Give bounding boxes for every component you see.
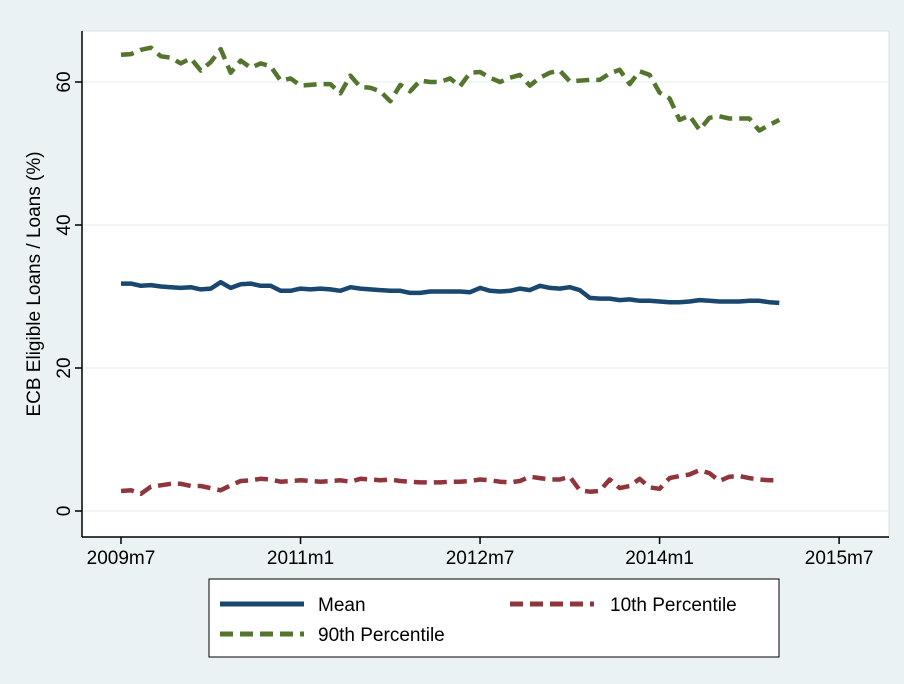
gridlines <box>82 81 889 512</box>
legend-label-10th-percentile: 10th Percentile <box>610 595 737 616</box>
legend-label-90th-percentile: 90th Percentile <box>318 625 445 646</box>
plot-area <box>81 30 890 538</box>
legend-box <box>208 578 780 658</box>
axes <box>75 31 889 544</box>
x-tick-label: 2012m7 <box>446 548 515 569</box>
series-line-mean <box>121 279 780 306</box>
y-tick-label: 0 <box>54 506 75 517</box>
x-tick-label: 2011m1 <box>267 548 334 569</box>
y-tick-label: 40 <box>54 214 75 235</box>
tick-labels: 0 20 40 60 2009m7 2011m1 2012m7 2014m1 2015m7 <box>54 71 873 569</box>
legend: Mean 10th Percentile 90th Percentile <box>208 578 780 658</box>
x-tick-label: 2014m1 <box>625 548 694 569</box>
legend-label-mean: Mean <box>318 595 366 616</box>
y-axis-title: ECB Eligible Loans / Loans (%) <box>24 151 45 416</box>
y-tick-label: 20 <box>54 357 75 378</box>
series-line-90th-percentile <box>120 45 781 133</box>
x-tick-label: 2015m7 <box>805 548 874 569</box>
series-lines <box>120 45 781 497</box>
y-tick-label: 60 <box>54 71 75 92</box>
series-line-10th-percentile <box>120 467 780 497</box>
x-tick-label: 2009m7 <box>87 548 156 569</box>
